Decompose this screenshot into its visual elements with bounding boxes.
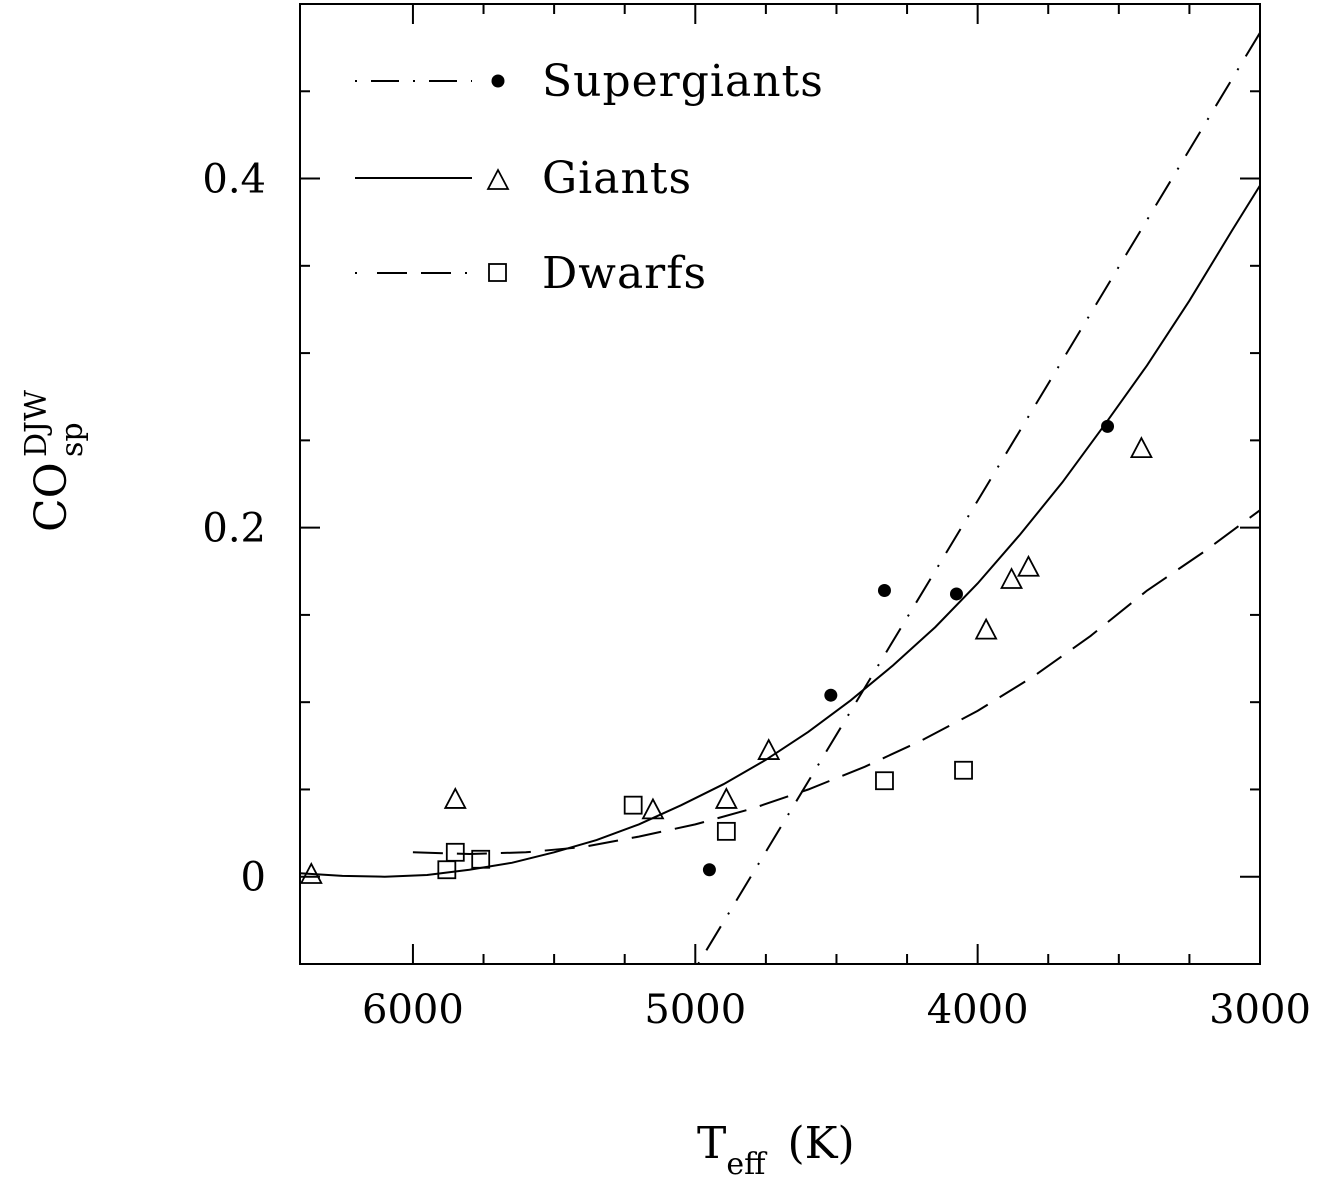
x-axis-label-main: T (697, 1118, 726, 1169)
data-point-giants (443, 786, 467, 809)
svg-text:CO: CO (26, 462, 77, 532)
data-point-giants (974, 617, 998, 640)
y-axis-label-sub: sp (55, 422, 90, 457)
fit-line-dwarfs (412, 509, 1260, 856)
data-point-dwarfs (623, 795, 643, 815)
data-point-giants (1016, 554, 1040, 577)
legend-marker-giants (486, 168, 510, 190)
data-point-dwarfs (954, 760, 973, 780)
x-axis-label-unit: (K) (787, 1118, 854, 1169)
tick-labels: 6000 5000 4000 3000 0 0.2 0.4 (202, 157, 1311, 1033)
y-axis-label: CO sp DJW (19, 390, 90, 532)
x-tick-label: 5000 (644, 987, 746, 1033)
fit-line-supergiants (697, 30, 1260, 964)
data-point-supergiants (949, 587, 963, 601)
data-point-dwarfs (471, 849, 491, 869)
legend: Supergiants Giants Dwarfs (355, 56, 824, 299)
data-point-supergiants (824, 688, 838, 702)
legend-label-supergiants: Supergiants (542, 56, 824, 107)
x-tick-label: 3000 (1209, 987, 1311, 1033)
plot-frame (299, 3, 1261, 965)
y-tick-label: 0.2 (202, 506, 266, 552)
fit-line-giants (300, 184, 1260, 878)
legend-marker-supergiants (491, 74, 505, 88)
data-point-giants (1129, 436, 1153, 458)
legend-label-giants: Giants (542, 153, 692, 204)
svg-text:Teff(K): Teff (K) (697, 1118, 855, 1182)
svg-text:DJW: DJW (19, 390, 54, 457)
data-point-supergiants (1101, 419, 1115, 433)
x-tick-label: 6000 (362, 987, 464, 1033)
legend-item-giants: Giants (355, 153, 692, 204)
data-points (299, 419, 1153, 884)
data-point-dwarfs (445, 842, 465, 862)
x-tick-label: 4000 (927, 987, 1029, 1033)
data-point-supergiants (702, 863, 716, 877)
data-point-giants (1000, 567, 1024, 589)
x-axis-label-sub: eff (726, 1147, 768, 1182)
data-point-giants (299, 862, 323, 884)
data-point-giants (757, 738, 781, 760)
data-point-dwarfs (437, 860, 457, 880)
x-axis-label: Teff (K) (697, 1118, 855, 1182)
data-point-dwarfs (716, 821, 736, 841)
legend-item-supergiants: Supergiants (355, 56, 824, 107)
data-point-dwarfs (875, 771, 894, 791)
data-point-supergiants (877, 583, 891, 597)
svg-text:sp: sp (55, 422, 90, 457)
y-tick-label: 0 (241, 855, 266, 901)
legend-label-dwarfs: Dwarfs (542, 248, 707, 299)
data-point-giants (714, 786, 738, 809)
y-tick-label: 0.4 (202, 157, 266, 203)
axis-ticks (300, 3, 1261, 965)
y-axis-label-sup: DJW (19, 390, 54, 457)
legend-marker-dwarfs (488, 263, 507, 282)
y-axis-label-main: CO (26, 462, 77, 532)
fit-lines (300, 30, 1260, 964)
data-point-giants (641, 797, 665, 820)
legend-item-dwarfs: Dwarfs (355, 248, 707, 299)
